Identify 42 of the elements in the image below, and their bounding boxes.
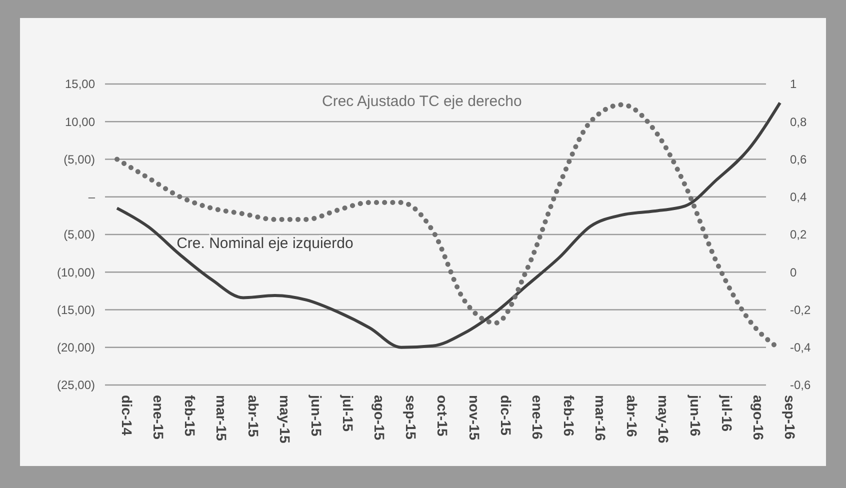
x-tick-label: dic-15 — [498, 395, 514, 436]
x-tick-label: ene-16 — [529, 395, 546, 440]
y-tick-label: (25,00) — [56, 378, 95, 392]
y2-tick-label: -0,2 — [790, 302, 812, 317]
y2-tick-label: -0,4 — [790, 340, 812, 355]
y2-tick-label: 1 — [790, 77, 797, 92]
y-tick-label: (10,00) — [56, 265, 95, 280]
x-tick-label: abr-16 — [624, 395, 640, 438]
y2-tick-label: 0,6 — [790, 152, 808, 166]
series-label: Cre. Nominal eje izquierdo — [176, 235, 354, 252]
y2-tick-label: 0,4 — [790, 190, 808, 204]
y2-tick-label: 0,8 — [790, 114, 808, 129]
x-tick-label: mar-15 — [214, 395, 230, 442]
y2-tick-label: -0,6 — [790, 378, 812, 392]
x-tick-label: sep-16 — [782, 395, 798, 440]
x-tick-label: jul-15 — [340, 394, 356, 432]
x-tick-label: jun-16 — [687, 394, 704, 436]
x-tick-label: jul-16 — [718, 394, 735, 432]
y2-tick-label: 0 — [790, 265, 797, 280]
y-tick-label: (15,00) — [56, 302, 95, 317]
y-tick-label: 10,00 — [64, 114, 96, 129]
x-tick-label: feb-16 — [561, 395, 577, 436]
x-tick-label: may-16 — [656, 395, 672, 444]
x-tick-label: feb-15 — [182, 395, 198, 436]
y-tick-label: – — [88, 190, 96, 204]
y-tick-label: 15,00 — [64, 77, 96, 92]
x-tick-label: nov-15 — [466, 395, 482, 440]
x-tick-label: ene-15 — [150, 395, 167, 440]
x-tick-label: may-15 — [276, 395, 293, 444]
y-tick-label: (5,00) — [64, 228, 95, 242]
x-tick-label: mar-16 — [592, 395, 609, 442]
y-tick-label: (20,00) — [56, 340, 95, 355]
x-tick-label: abr-15 — [245, 395, 262, 438]
y2-tick-label: 0,2 — [790, 228, 808, 242]
y-tick-label: (5,00) — [64, 152, 95, 166]
x-tick-label: dic-14 — [119, 395, 135, 436]
x-tick-label: ago-16 — [750, 395, 766, 440]
text: Crec Ajustado TC eje derecho — [322, 93, 522, 110]
x-tick-label: oct-15 — [434, 395, 451, 436]
x-tick-label: ago-15 — [372, 395, 388, 440]
x-tick-label: jun-15 — [308, 394, 324, 436]
x-tick-label: sep-15 — [403, 395, 420, 440]
